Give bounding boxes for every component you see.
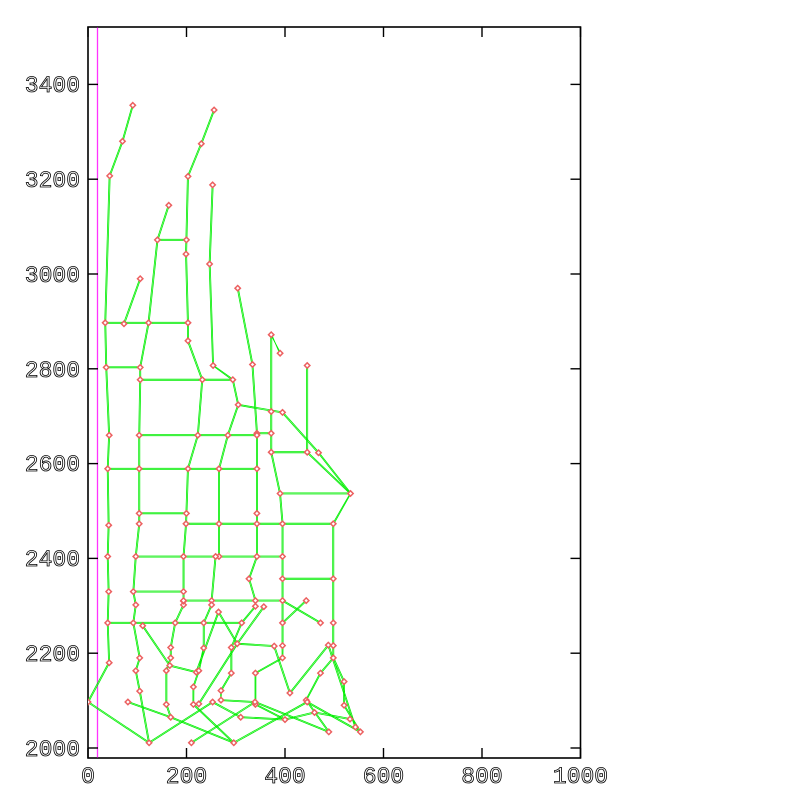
- svg-text:0: 0: [81, 764, 95, 790]
- svg-text:2000: 2000: [25, 737, 80, 763]
- svg-text:3200: 3200: [25, 168, 80, 194]
- svg-text:3400: 3400: [25, 73, 80, 99]
- svg-text:2400: 2400: [25, 547, 80, 573]
- svg-text:3000: 3000: [25, 263, 80, 289]
- svg-text:2600: 2600: [25, 452, 80, 478]
- svg-text:1000: 1000: [553, 764, 608, 790]
- svg-text:200: 200: [166, 764, 207, 790]
- svg-text:2800: 2800: [25, 358, 80, 384]
- svg-text:800: 800: [461, 764, 502, 790]
- svg-text:400: 400: [264, 764, 305, 790]
- svg-text:600: 600: [363, 764, 404, 790]
- svg-text:2200: 2200: [25, 642, 80, 668]
